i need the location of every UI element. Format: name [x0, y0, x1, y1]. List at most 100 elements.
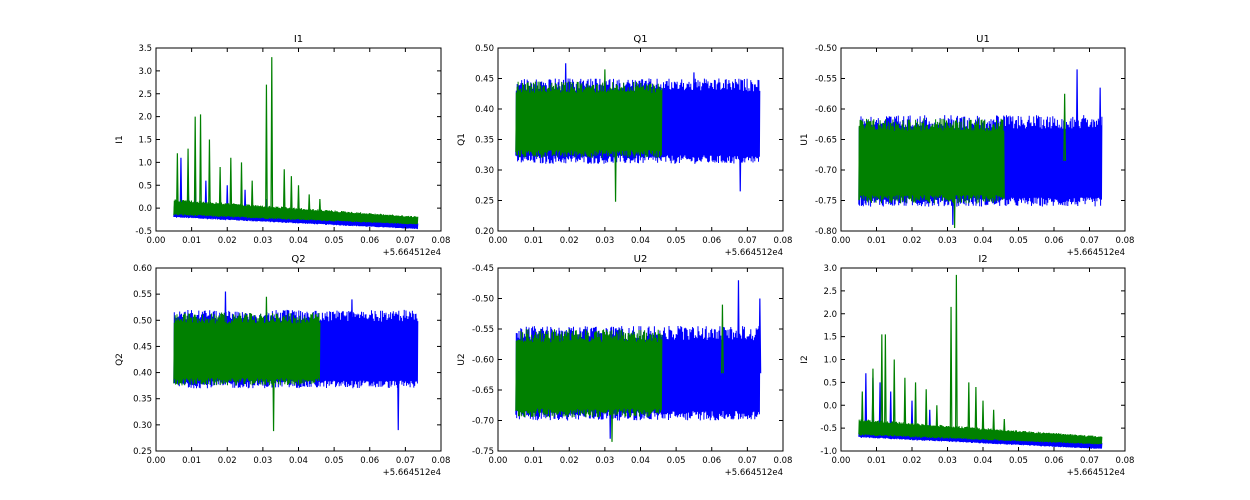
y-tick-label: 2.0: [138, 113, 152, 123]
series-spike: [199, 114, 202, 214]
x-tick-label: 0.02: [218, 236, 237, 246]
x-tick-label: 0.01: [867, 236, 886, 246]
x-tick-label: 0.06: [1045, 456, 1064, 466]
x-tick-label: 0.08: [774, 236, 793, 246]
series-spike: [992, 409, 996, 438]
y-tick-label: -0.5: [135, 227, 152, 237]
y-axis-label: U1: [800, 133, 810, 145]
x-tick-label: 0.07: [738, 236, 757, 246]
panel-u2: 0.00 0.01 0.02 0.03 0.04 0.05 0.06 0.07 0.08 -0.7…: [457, 254, 792, 478]
y-tick-label: 0.40: [475, 105, 494, 115]
series-spike: [981, 400, 985, 438]
series-spike: [307, 194, 311, 218]
x-tick-label: 0.00: [489, 236, 508, 246]
x-tick-label: 0.05: [667, 236, 686, 246]
x-tick-label: 0.06: [702, 236, 721, 246]
y-tick-label: 0.45: [475, 75, 494, 85]
x-tick-label: 0.00: [489, 456, 508, 466]
y-tick-label: 0.40: [133, 369, 152, 379]
y-tick-label: -0.80: [815, 227, 837, 237]
series-spike: [297, 185, 300, 218]
y-tick-label: -0.5: [820, 424, 837, 434]
y-tick-label: 3.0: [138, 67, 152, 77]
y-axis-label: I1: [115, 135, 125, 143]
x-tick-label: 0.05: [1009, 236, 1028, 246]
series-spike: [974, 386, 978, 438]
x-tick-label: 0.07: [396, 236, 415, 246]
x-offset-label: +5.664512e4: [383, 248, 441, 258]
series-spike: [603, 69, 607, 120]
x-tick-label: 0.04: [289, 456, 308, 466]
y-axis-label: Q1: [457, 133, 467, 146]
panel-title: Q1: [633, 34, 647, 45]
series-spike: [175, 153, 179, 213]
series-spike: [692, 72, 696, 122]
series-spike: [240, 162, 243, 216]
series-spike: [721, 304, 724, 374]
x-tick-label: 0.03: [253, 236, 272, 246]
y-tick-label: 0.25: [133, 447, 152, 457]
series-spike: [953, 160, 956, 228]
series-spike: [880, 334, 884, 434]
y-tick-label: -1.0: [820, 447, 837, 457]
x-tick-label: 0.03: [938, 236, 957, 246]
series-spike: [892, 359, 896, 435]
x-tick-label: 0.02: [903, 236, 922, 246]
series-spike: [289, 176, 293, 218]
panel-title: U2: [634, 254, 648, 265]
panel-title: U1: [976, 34, 990, 45]
series-spike: [193, 116, 197, 214]
panel-q2: 0.00 0.01 0.02 0.03 0.04 0.05 0.06 0.07 0.08 0.25…: [115, 254, 450, 478]
y-tick-label: 0.30: [475, 166, 494, 176]
y-tick-label: 1.0: [138, 158, 152, 168]
y-tick-label: 0.50: [475, 44, 494, 54]
x-tick-label: 0.05: [325, 236, 344, 246]
series-line: [858, 419, 1103, 445]
series-spike: [265, 84, 268, 217]
x-tick-label: 0.02: [560, 456, 579, 466]
series-spike: [186, 148, 190, 214]
series-spike: [737, 280, 740, 374]
x-tick-label: 0.01: [524, 236, 543, 246]
series-line: [858, 118, 1005, 204]
y-tick-label: 0.50: [133, 316, 152, 326]
y-tick-label: 0.55: [133, 290, 152, 300]
x-tick-label: 0.03: [253, 456, 272, 466]
series-spike: [610, 373, 614, 442]
x-tick-label: 0.01: [524, 456, 543, 466]
x-tick-label: 0.04: [631, 456, 650, 466]
x-tick-label: 0.08: [1116, 456, 1135, 466]
y-tick-label: 0.35: [475, 136, 494, 146]
x-tick-label: 0.01: [867, 456, 886, 466]
y-tick-label: 0.5: [138, 181, 152, 191]
series-spike: [350, 299, 354, 350]
series-spike: [871, 368, 875, 434]
x-offset-label: +5.664512e4: [383, 468, 441, 478]
panel-title: I1: [294, 34, 303, 45]
series-spike: [229, 157, 233, 215]
y-tick-label: 0.60: [133, 264, 152, 274]
panel-u1: 0.00 0.01 0.02 0.03 0.04 0.05 0.06 0.07 0.08 -0.8…: [800, 34, 1134, 258]
series-spike: [1075, 69, 1079, 161]
x-tick-label: 0.04: [974, 236, 993, 246]
series-spike: [967, 382, 971, 437]
y-tick-label: 0.20: [475, 227, 494, 237]
y-tick-label: -0.65: [472, 386, 494, 396]
x-tick-label: 0.01: [182, 456, 201, 466]
y-tick-label: -0.60: [815, 105, 837, 115]
x-tick-label: 0.08: [432, 236, 451, 246]
y-tick-label: 0.30: [133, 421, 152, 431]
series-spike: [265, 296, 268, 350]
x-tick-label: 0.07: [738, 456, 757, 466]
y-tick-label: 0.0: [823, 401, 837, 411]
y-tick-label: -0.60: [472, 356, 494, 366]
series-spike: [758, 298, 762, 374]
x-tick-label: 0.07: [1080, 456, 1099, 466]
x-tick-label: 0.05: [667, 456, 686, 466]
x-tick-label: 0.03: [938, 456, 957, 466]
series-spike: [864, 373, 868, 436]
y-tick-label: 2.5: [823, 287, 837, 297]
x-tick-label: 0.02: [218, 456, 237, 466]
x-tick-label: 0.00: [147, 236, 166, 246]
